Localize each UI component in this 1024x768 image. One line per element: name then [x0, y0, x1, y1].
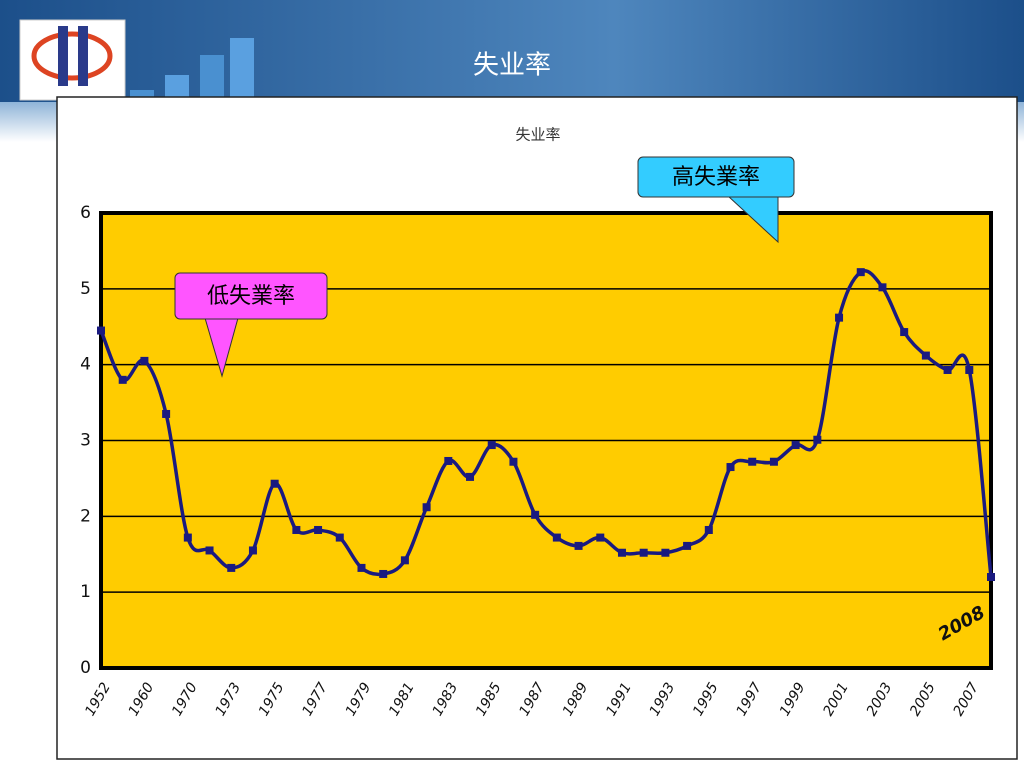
- data-point: [357, 563, 366, 572]
- data-point: [987, 573, 995, 581]
- callout-low-text: 低失業率: [207, 284, 295, 309]
- callout-low: [174, 272, 328, 320]
- data-point: [205, 546, 214, 555]
- callout-high-text: 高失業率: [672, 165, 760, 190]
- data-point: [552, 533, 561, 542]
- y-tick-label: 2: [80, 506, 91, 526]
- slide-title: 失业率: [473, 51, 551, 81]
- data-point: [531, 510, 540, 519]
- data-point: [769, 457, 778, 466]
- data-point: [661, 548, 670, 557]
- data-point: [487, 441, 496, 450]
- data-point: [878, 283, 887, 292]
- data-point: [140, 356, 149, 365]
- data-point: [335, 533, 344, 542]
- data-point: [639, 548, 648, 557]
- data-point: [748, 457, 757, 466]
- data-point: [921, 351, 930, 360]
- data-point: [835, 313, 844, 322]
- data-point: [900, 328, 909, 337]
- data-point: [704, 525, 713, 534]
- y-tick-label: 4: [80, 355, 91, 375]
- data-point: [813, 435, 822, 444]
- data-point: [466, 472, 475, 481]
- data-point: [791, 441, 800, 450]
- y-tick-label: 1: [80, 582, 91, 602]
- data-point: [379, 569, 388, 578]
- data-point: [726, 463, 735, 472]
- data-point: [314, 525, 323, 534]
- data-point: [422, 503, 431, 512]
- data-point: [943, 365, 952, 374]
- data-point: [292, 525, 301, 534]
- data-point: [227, 563, 236, 572]
- data-point: [118, 375, 127, 384]
- data-point: [162, 409, 171, 418]
- logo-bar: [58, 26, 68, 86]
- data-point: [683, 541, 692, 550]
- data-point: [248, 546, 257, 555]
- y-tick-label: 5: [80, 279, 91, 299]
- data-point: [509, 457, 518, 466]
- data-point: [183, 533, 192, 542]
- data-point: [97, 326, 105, 335]
- data-point: [400, 556, 409, 565]
- y-tick-label: 0: [80, 658, 91, 678]
- logo-ring: [31, 31, 113, 81]
- data-point: [617, 548, 626, 557]
- callout-high: [637, 156, 795, 198]
- data-point: [965, 365, 974, 374]
- chart-title: 失业率: [515, 126, 560, 144]
- logo-bar: [78, 26, 88, 86]
- data-point: [574, 541, 583, 550]
- data-point: [596, 533, 605, 542]
- data-point: [444, 456, 453, 465]
- data-point: [270, 479, 279, 488]
- y-tick-label: 6: [80, 203, 91, 223]
- y-tick-label: 3: [80, 431, 91, 451]
- data-point: [856, 268, 865, 277]
